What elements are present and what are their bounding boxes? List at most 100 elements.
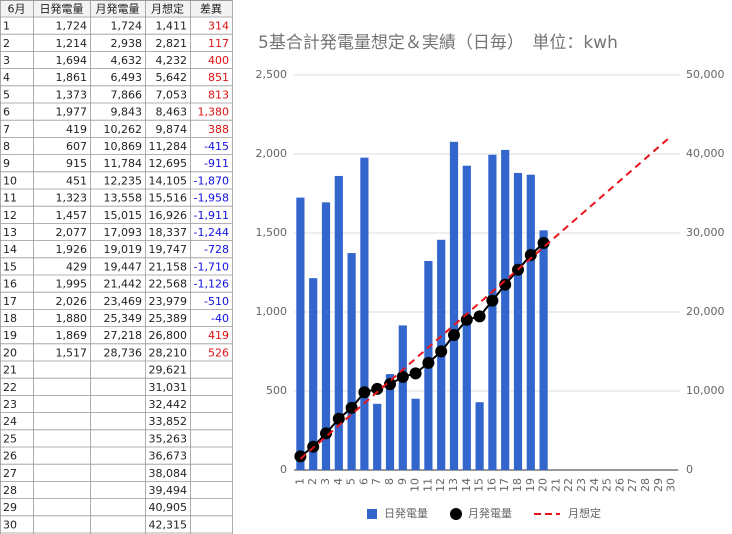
table-cell: 38,084: [149, 467, 188, 480]
table-cell: 1,880: [56, 312, 88, 325]
line-marker: [409, 367, 422, 380]
y2-tick-label: 0: [686, 463, 693, 476]
table-cell: 2,821: [156, 37, 188, 50]
legend-label: 月想定: [568, 506, 601, 520]
table-cell: 2,938: [111, 37, 143, 50]
bar: [321, 202, 331, 470]
x-tick-label: 9: [396, 478, 409, 485]
bar: [373, 403, 382, 470]
table-cell: -1,244: [194, 226, 229, 239]
table-cell: 8,463: [156, 106, 188, 119]
x-tick-label: 23: [575, 478, 588, 492]
table-cell: 28: [3, 484, 17, 497]
table-cell: 8: [3, 140, 10, 153]
table-cell: 19: [3, 329, 17, 342]
table-cell: -728: [204, 243, 229, 256]
table-cell: 28,210: [149, 346, 188, 359]
table-cell: 117: [208, 37, 229, 50]
table-cell: 419: [208, 329, 229, 342]
line-marker: [524, 248, 537, 261]
x-tick-label: 19: [524, 478, 537, 492]
table-cell: 19,747: [149, 243, 188, 256]
table-cell: 30: [3, 518, 17, 531]
table-cell: 10,262: [104, 123, 143, 136]
table-cell: 451: [66, 174, 87, 187]
bar: [488, 154, 497, 471]
bar: [449, 141, 459, 471]
table-cell: 35,263: [149, 432, 188, 445]
table-cell: 20: [3, 346, 17, 359]
line-marker: [486, 294, 499, 307]
x-tick-label: 29: [652, 478, 665, 492]
table-cell: 13,558: [104, 192, 143, 205]
table-cell: 12,695: [149, 157, 188, 170]
table-cell: 388: [208, 123, 229, 136]
table-cell: 9: [3, 157, 10, 170]
y-tick-label: 1,500: [256, 226, 288, 239]
table-cell: 915: [66, 157, 87, 170]
table-cell: 4: [3, 71, 10, 84]
x-tick-label: 22: [562, 478, 575, 492]
line-marker: [537, 236, 550, 249]
y-tick-label: 1,000: [256, 305, 288, 318]
x-tick-label: 5: [345, 478, 358, 485]
table-cell: 11: [3, 192, 17, 205]
table-cell: 28,736: [104, 346, 143, 359]
table-header: 月想定: [151, 2, 184, 16]
x-tick-label: 24: [588, 478, 601, 492]
y-tick-label: 500: [266, 384, 287, 397]
legend-label: 月発電量: [468, 506, 512, 520]
y2-tick-label: 10,000: [686, 384, 725, 397]
table-cell: 1,214: [56, 37, 88, 50]
table-cell: 1,977: [56, 106, 88, 119]
line-marker: [435, 345, 448, 358]
table-cell: 22,568: [149, 278, 188, 291]
line-marker: [448, 328, 460, 341]
y2-tick-label: 20,000: [686, 305, 725, 318]
table-cell: -911: [204, 157, 229, 170]
table-cell: 15,516: [149, 192, 188, 205]
table-cell: 12: [3, 209, 17, 222]
table-cell: 813: [208, 88, 229, 101]
table-cell: 851: [208, 71, 229, 84]
bar: [475, 402, 484, 470]
table-cell: -510: [204, 295, 229, 308]
table-cell: 1,861: [56, 71, 88, 84]
table-cell: 1,411: [156, 20, 188, 33]
table-cell: 13: [3, 226, 17, 239]
x-tick-label: 27: [626, 478, 639, 492]
table-cell: 11,284: [149, 140, 188, 153]
y2-tick-label: 30,000: [686, 226, 725, 239]
line-marker: [499, 278, 512, 291]
line-marker: [384, 378, 396, 391]
y-tick-label: 2,000: [256, 147, 288, 160]
table-cell: 23: [3, 398, 17, 411]
table-cell: 11,784: [104, 157, 143, 170]
table-header: 日発電量: [40, 2, 84, 16]
x-tick-label: 16: [485, 478, 498, 492]
bar: [360, 157, 369, 470]
table-cell: 314: [208, 20, 229, 33]
table-cell: 29,621: [149, 364, 188, 377]
table-cell: -1,958: [194, 192, 229, 205]
x-tick-label: 1: [293, 478, 306, 485]
x-tick-label: 3: [319, 478, 332, 485]
table-cell: 27,218: [104, 329, 143, 342]
table-cell: 29: [3, 501, 17, 514]
table-cell: 429: [66, 260, 87, 273]
table-cell: 2,026: [56, 295, 88, 308]
line-marker: [371, 382, 384, 395]
table-cell: 26,800: [149, 329, 188, 342]
table-cell: 14,105: [149, 174, 188, 187]
table-cell: 9,843: [111, 106, 143, 119]
y2-tick-label: 40,000: [686, 147, 725, 160]
table-header: 差異: [200, 2, 222, 16]
table-cell: 23,469: [104, 295, 143, 308]
table-cell: 10: [3, 174, 17, 187]
table-cell: 7,053: [156, 88, 188, 101]
x-tick-label: 10: [409, 478, 422, 492]
table-cell: 400: [208, 54, 229, 67]
bar: [398, 325, 407, 470]
x-tick-label: 20: [537, 478, 550, 492]
